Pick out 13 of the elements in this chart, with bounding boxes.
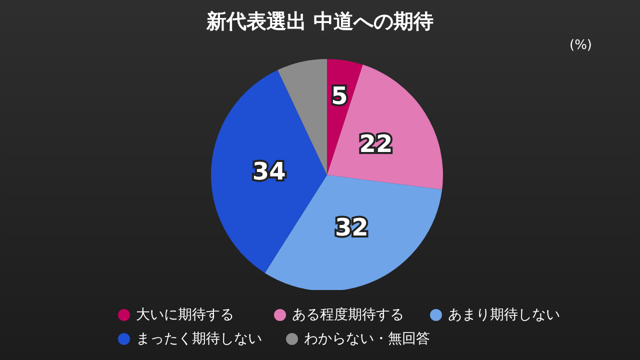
data-label: 5 [331,82,348,110]
legend-label: 大いに期待する [136,306,234,324]
legend-label: ある程度期待する [292,306,404,324]
legend-label: まったく期待しない [136,330,262,348]
data-label: 34 [252,157,286,186]
data-label: 22 [359,130,393,158]
data-label: 32 [334,213,368,242]
chart-title: 新代表選出 中道への期待 [205,8,434,35]
pie-slice [211,70,327,273]
pie-slice [327,64,443,190]
legend-label: あまり期待しない [448,306,560,324]
legend-label: わからない・無回答 [304,330,430,348]
text: (%) [570,38,592,53]
